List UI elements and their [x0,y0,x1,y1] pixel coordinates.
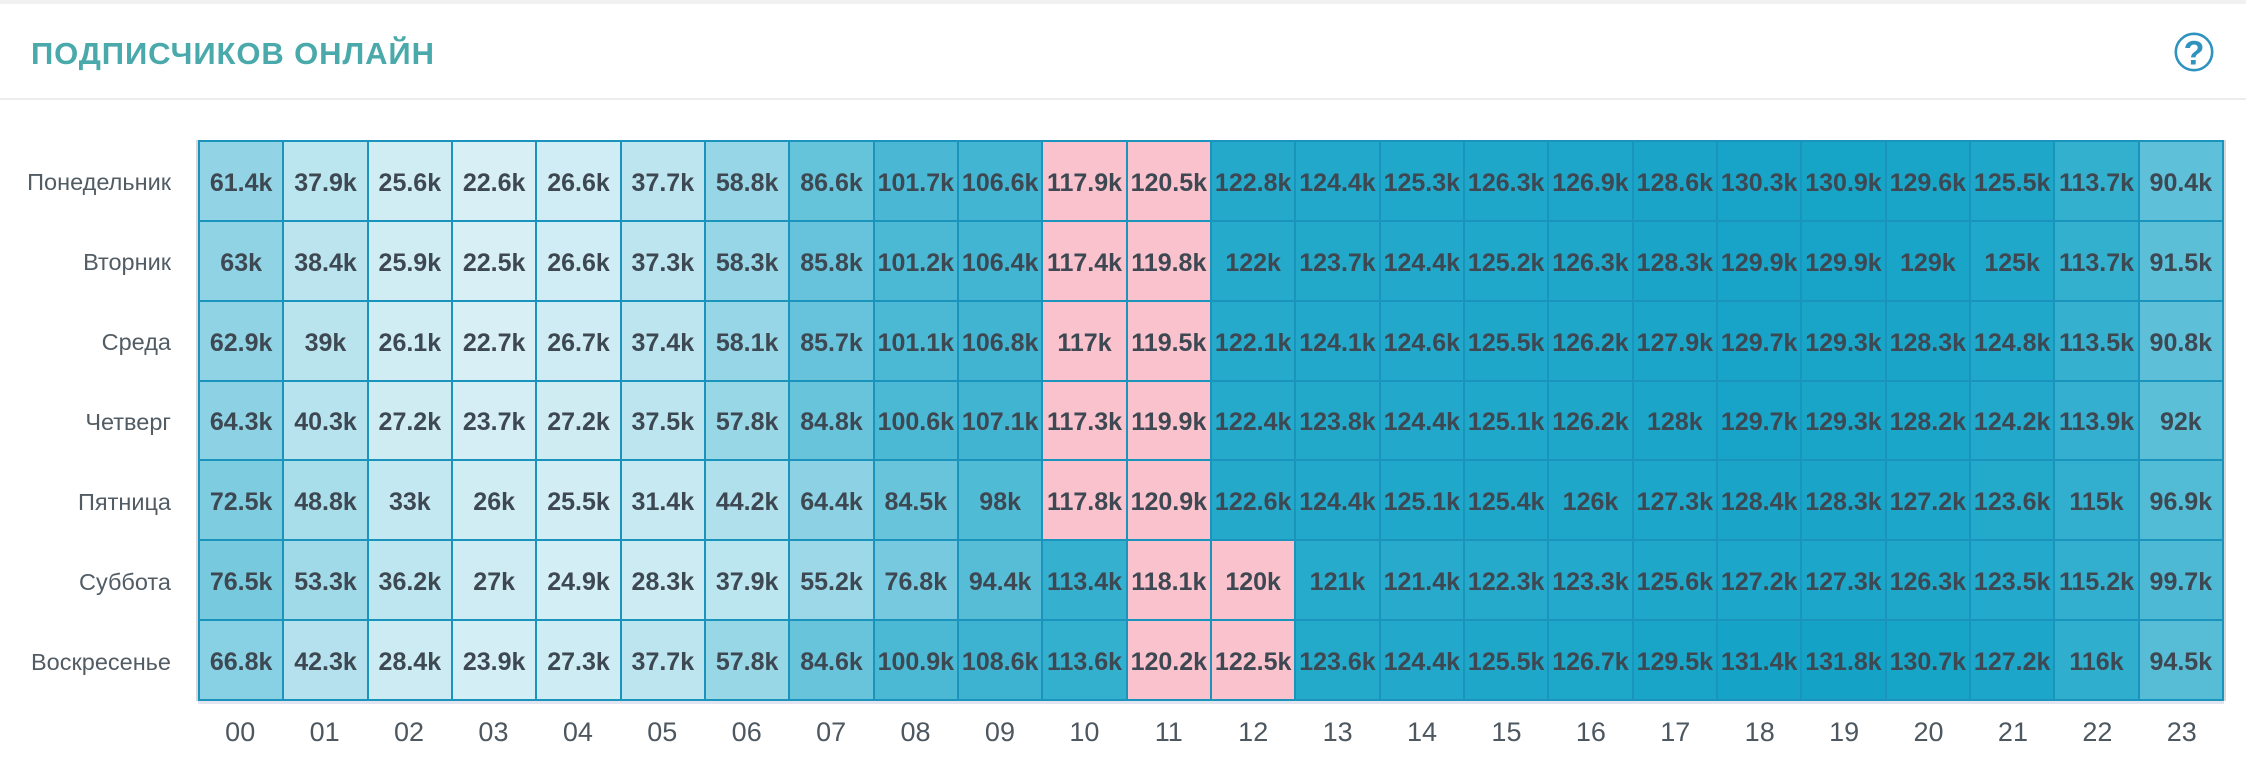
svg-text:?: ? [2184,34,2205,72]
